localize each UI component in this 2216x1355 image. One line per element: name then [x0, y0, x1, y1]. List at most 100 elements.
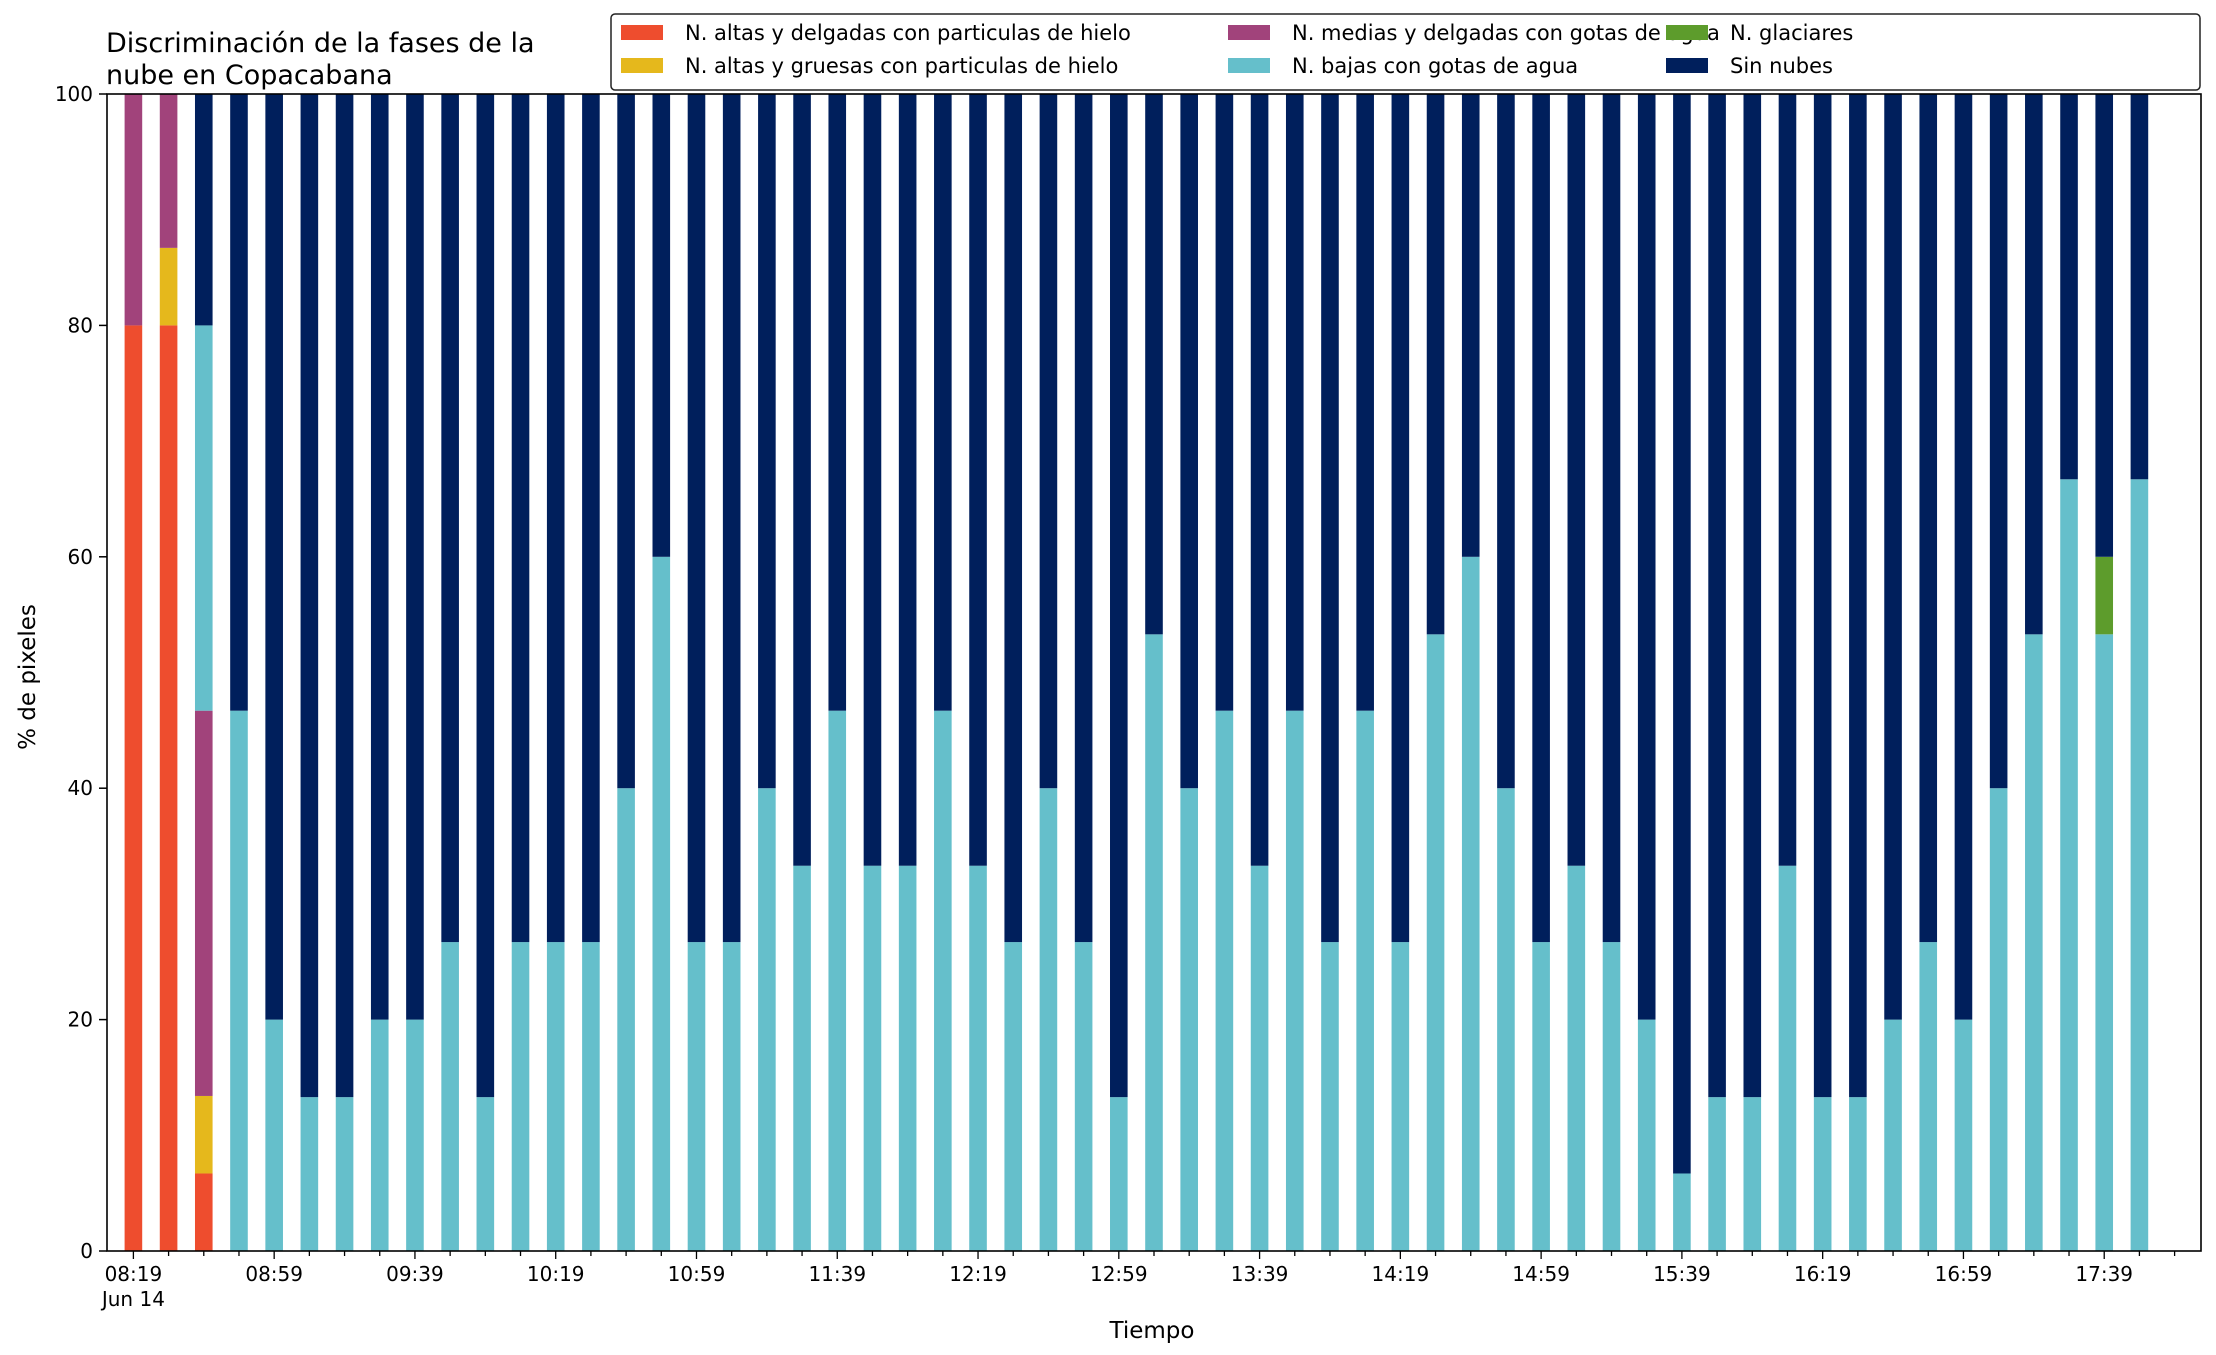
bar-segment-44-3 — [1673, 1173, 1691, 1251]
bar-segment-27-3 — [1074, 942, 1093, 1251]
y-tick-label-2: 40 — [68, 776, 93, 800]
bar-segment-17-3 — [722, 942, 741, 1251]
bar-segment-11-3 — [511, 942, 530, 1251]
bar-segment-45-5 — [1708, 94, 1726, 1098]
bar-segment-22-5 — [898, 94, 917, 866]
bar-segment-52-5 — [1954, 94, 1973, 1020]
bar-segment-9-3 — [441, 942, 459, 1251]
legend-swatch-0 — [621, 25, 663, 40]
bar-segment-2-1 — [194, 1095, 213, 1174]
bar-segment-16-5 — [687, 94, 706, 943]
bar-segment-53-3 — [1989, 788, 2008, 1251]
axes: 0 20 40 60 80 100 08:19 08:59 09:39 10:19 10:59 11:… — [55, 82, 2202, 1311]
x-axis-label: Tiempo — [1109, 1318, 1195, 1344]
bar-segment-0-2 — [124, 94, 143, 326]
bar-segment-25-5 — [1004, 94, 1023, 943]
legend-box — [610, 13, 2201, 91]
bar-segment-33-3 — [1285, 710, 1304, 1251]
x-tick-label-56: 17:39 — [2075, 1262, 2133, 1286]
x-tick-label-48: 16:19 — [1794, 1262, 1852, 1286]
bar-segment-22-3 — [898, 865, 917, 1251]
bar-segment-48-3 — [1813, 1097, 1832, 1251]
x-tick-label-32: 13:39 — [1231, 1262, 1289, 1286]
y-axis-label: % de pixeles — [15, 604, 41, 750]
bar-segment-47-3 — [1778, 865, 1797, 1251]
legend-label-2: N. medias y delgadas con gotas de agua — [1292, 21, 1720, 45]
bar-segment-23-3 — [934, 710, 952, 1251]
bar-segment-19-5 — [793, 94, 811, 866]
bar-segment-2-2 — [194, 710, 213, 1096]
bar-segment-6-3 — [335, 1097, 354, 1251]
x-tick-label-24: 12:19 — [949, 1262, 1007, 1286]
bar-segment-34-3 — [1321, 942, 1339, 1251]
bar-segment-56-5 — [2095, 94, 2114, 557]
bar-segment-52-3 — [1954, 1019, 1973, 1251]
legend-swatch-5 — [1666, 58, 1708, 73]
bar-segment-7-5 — [370, 94, 389, 1020]
bar-segment-34-5 — [1321, 94, 1339, 943]
bar-segment-43-5 — [1637, 94, 1656, 1020]
x-tick-label-28: 12:59 — [1090, 1262, 1148, 1286]
legend-swatch-1 — [621, 58, 663, 73]
bar-segment-26-5 — [1039, 94, 1058, 789]
bar-segment-54-3 — [2025, 634, 2043, 1251]
bar-segment-14-3 — [617, 788, 635, 1251]
bar-segment-36-3 — [1391, 942, 1410, 1251]
bar-segment-14-5 — [617, 94, 635, 789]
bar-segment-21-5 — [863, 94, 882, 866]
bar-segment-20-3 — [828, 710, 847, 1251]
legend-swatch-3 — [1228, 58, 1270, 73]
bar-segment-35-5 — [1356, 94, 1374, 711]
bar-segment-50-3 — [1884, 1019, 1902, 1251]
bar-segment-37-5 — [1426, 94, 1445, 635]
bar-segment-31-3 — [1215, 710, 1234, 1251]
bar-segment-45-3 — [1708, 1097, 1726, 1251]
bar-segment-6-5 — [335, 94, 354, 1098]
bar-segment-39-3 — [1497, 788, 1515, 1251]
bar-segment-10-5 — [476, 94, 495, 1098]
bars — [124, 94, 2149, 1251]
legend-label-5: Sin nubes — [1730, 54, 1833, 78]
bar-segment-3-3 — [230, 710, 248, 1251]
bar-segment-42-3 — [1602, 942, 1621, 1251]
x-tick-label-4: 08:59 — [245, 1262, 303, 1286]
bar-segment-30-3 — [1180, 788, 1198, 1251]
bar-segment-5-5 — [300, 94, 319, 1098]
bar-segment-28-5 — [1110, 94, 1128, 1098]
legend-label-1: N. altas y gruesas con particulas de hie… — [685, 54, 1118, 78]
bar-segment-38-3 — [1461, 556, 1480, 1251]
bar-segment-30-5 — [1180, 94, 1198, 789]
bar-segment-43-3 — [1637, 1019, 1656, 1251]
bar-segment-12-3 — [546, 942, 565, 1251]
bar-segment-51-5 — [1919, 94, 1938, 943]
x-tick-label-36: 14:19 — [1372, 1262, 1430, 1286]
bar-segment-8-3 — [406, 1019, 424, 1251]
bar-segment-33-5 — [1285, 94, 1304, 711]
x-date-label: Jun 14 — [100, 1287, 165, 1311]
bar-segment-40-5 — [1532, 94, 1550, 943]
bar-segment-9-5 — [441, 94, 459, 943]
bar-segment-46-5 — [1743, 94, 1762, 1098]
bar-segment-19-3 — [793, 865, 811, 1251]
x-tick-label-20: 11:39 — [808, 1262, 866, 1286]
x-tick-label-16: 10:59 — [668, 1262, 726, 1286]
bar-segment-40-3 — [1532, 942, 1550, 1251]
bar-segment-54-5 — [2025, 94, 2043, 635]
y-tick-label-3: 60 — [68, 545, 93, 569]
legend-label-4: N. glaciares — [1730, 21, 1853, 45]
bar-segment-51-3 — [1919, 942, 1938, 1251]
bar-segment-41-5 — [1567, 94, 1586, 866]
bar-segment-44-5 — [1673, 94, 1691, 1174]
bar-segment-28-3 — [1110, 1097, 1128, 1251]
bar-segment-42-5 — [1602, 94, 1621, 943]
bar-segment-7-3 — [370, 1019, 389, 1251]
bar-segment-3-5 — [230, 94, 248, 711]
bar-segment-1-1 — [159, 247, 178, 326]
bar-segment-29-3 — [1145, 634, 1163, 1251]
bar-segment-36-5 — [1391, 94, 1410, 943]
bar-segment-46-3 — [1743, 1097, 1762, 1251]
legend-swatch-2 — [1228, 25, 1270, 40]
bar-segment-4-3 — [265, 1019, 283, 1251]
x-tick-label-8: 09:39 — [386, 1262, 444, 1286]
bar-segment-13-3 — [582, 942, 600, 1251]
